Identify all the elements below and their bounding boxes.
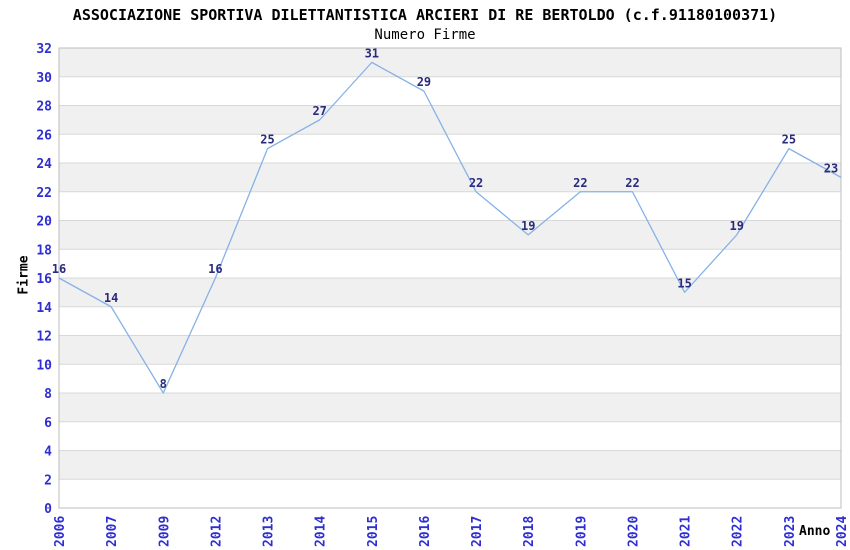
grid-band (59, 278, 841, 307)
x-tick-label: 2024 (835, 516, 850, 547)
data-label: 22 (625, 176, 639, 190)
grid-band (59, 105, 841, 135)
data-label: 19 (730, 219, 744, 233)
y-tick-label: 2 (44, 473, 52, 488)
y-tick-label: 22 (36, 186, 52, 201)
data-label: 25 (260, 133, 274, 147)
grid-band (59, 220, 841, 250)
grid-band (59, 48, 841, 77)
y-tick-label: 4 (44, 445, 52, 460)
y-tick-label: 30 (36, 71, 52, 86)
y-tick-label: 26 (36, 128, 52, 143)
y-tick-label: 18 (36, 243, 52, 258)
data-label: 14 (104, 291, 118, 305)
x-tick-label: 2020 (626, 516, 641, 547)
y-tick-label: 32 (36, 42, 52, 57)
data-label: 22 (469, 176, 483, 190)
y-tick-label: 0 (44, 502, 52, 517)
data-label: 15 (677, 276, 691, 290)
grid-band (59, 163, 841, 192)
data-label: 22 (573, 176, 587, 190)
x-tick-label: 2016 (418, 516, 433, 547)
grid-band (59, 393, 841, 422)
data-label: 27 (312, 104, 326, 118)
data-label: 23 (824, 161, 838, 175)
grid-band (59, 450, 841, 480)
data-label: 29 (417, 75, 431, 89)
x-tick-label: 2013 (262, 516, 277, 547)
x-tick-label: 2023 (783, 516, 798, 547)
grid-band (59, 335, 841, 365)
y-tick-label: 8 (44, 387, 52, 402)
y-tick-label: 28 (36, 100, 52, 115)
data-label: 25 (782, 133, 796, 147)
x-tick-label: 2006 (53, 516, 68, 547)
data-label: 16 (208, 262, 222, 276)
chart-title: ASSOCIAZIONE SPORTIVA DILETTANTISTICA AR… (72, 6, 778, 24)
x-tick-label: 2019 (574, 516, 589, 547)
x-tick-label: 2014 (314, 516, 329, 547)
data-label: 31 (365, 46, 379, 60)
x-tick-label: 2021 (679, 516, 694, 547)
series-line (58, 61, 842, 394)
x-tick-label: 2018 (522, 516, 537, 547)
x-tick-label: 2012 (209, 516, 224, 547)
x-tick-label: 2009 (157, 516, 172, 547)
y-tick-label: 24 (36, 157, 52, 172)
y-tick-label: 10 (36, 358, 52, 373)
y-tick-label: 20 (36, 215, 52, 230)
x-tick-label: 2017 (470, 516, 485, 547)
x-axis-title: Anno (799, 524, 831, 539)
data-label: 8 (160, 377, 167, 391)
x-tick-label: 2015 (366, 516, 381, 547)
chart-subtitle: Numero Firme (374, 27, 476, 43)
y-tick-label: 12 (36, 330, 52, 345)
y-tick-label: 6 (44, 416, 52, 431)
y-tick-label: 14 (36, 301, 52, 316)
data-label: 16 (52, 262, 66, 276)
x-tick-label: 2007 (105, 516, 120, 547)
x-tick-label: 2022 (731, 516, 746, 547)
y-tick-label: 16 (36, 272, 52, 287)
data-label: 19 (521, 219, 535, 233)
